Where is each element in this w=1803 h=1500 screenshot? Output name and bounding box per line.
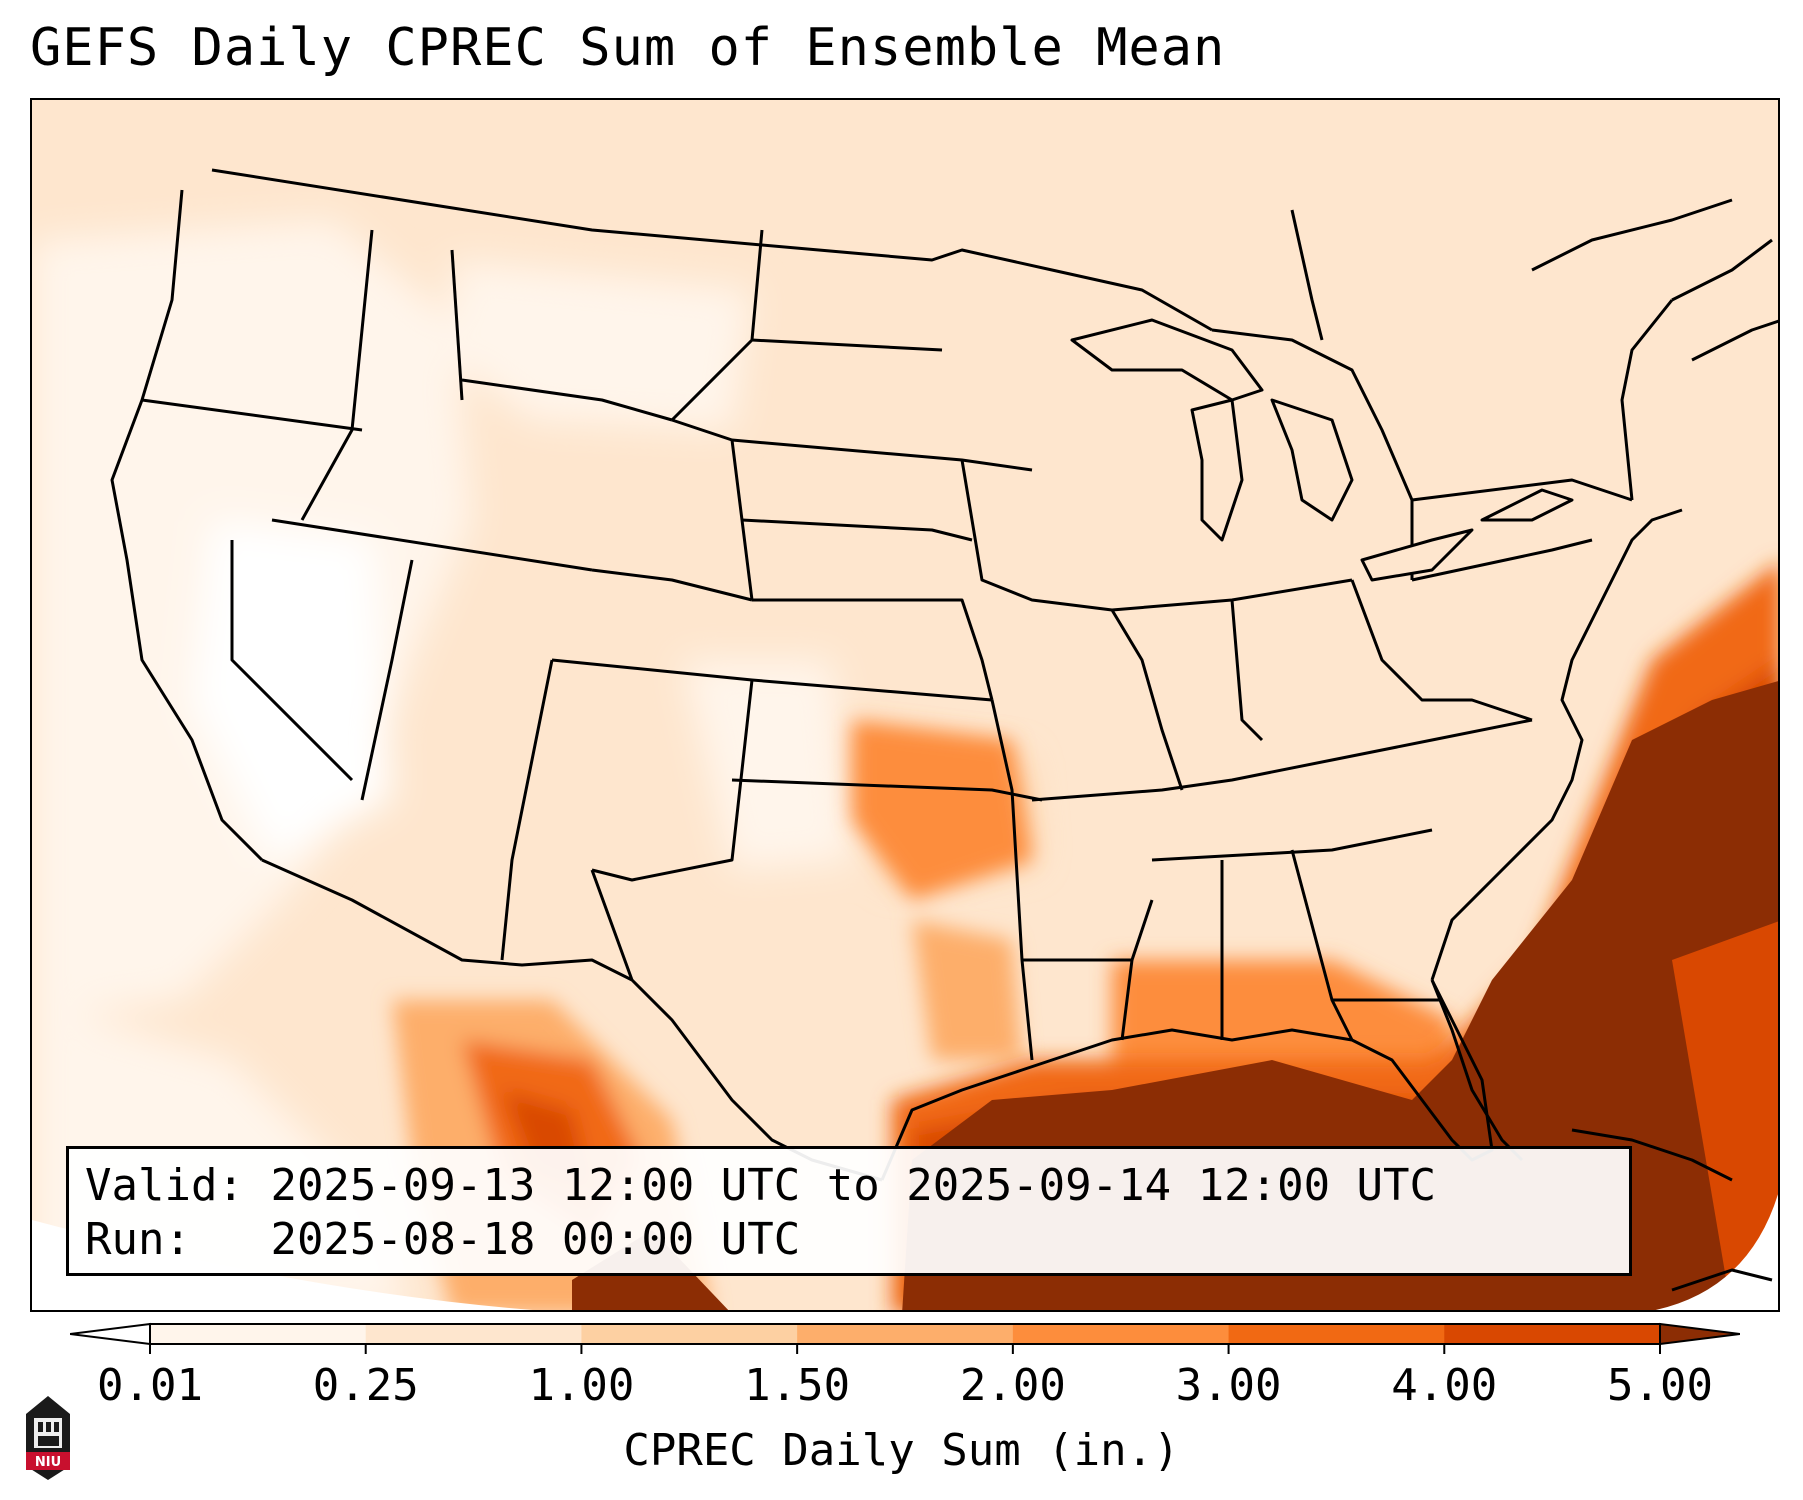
colorbar-tick-label-7: 5.00 bbox=[1607, 1360, 1713, 1411]
colorbar bbox=[70, 1322, 1740, 1354]
colorbar-tick-label-4: 2.00 bbox=[959, 1360, 1066, 1411]
colorbar-bin-5 bbox=[1228, 1324, 1445, 1344]
run-value: 2025-08-18 00:00 UTC bbox=[270, 1214, 801, 1265]
colorbar-bin-2 bbox=[581, 1324, 798, 1344]
projection-edge-left bbox=[32, 1220, 534, 1310]
colorbar-tick-label-3: 1.50 bbox=[744, 1360, 851, 1411]
colorbar-extend-high bbox=[1659, 1322, 1740, 1346]
niu-logo-icon: NIU bbox=[26, 1396, 70, 1480]
valid-run-info-box: Valid: 2025-09-13 12:00 UTC to 2025-09-1… bbox=[66, 1146, 1632, 1276]
colorbar-bin-1 bbox=[365, 1324, 582, 1344]
valid-row: Valid: 2025-09-13 12:00 UTC to 2025-09-1… bbox=[85, 1159, 1613, 1213]
niu-logo-text: NIU bbox=[35, 1455, 61, 1470]
precipitation-map[interactable] bbox=[30, 98, 1780, 1312]
colorbar-tick-label-0: 0.01 bbox=[97, 1360, 203, 1411]
valid-label: Valid: bbox=[85, 1160, 244, 1211]
run-row: Run: 2025-08-18 00:00 UTC bbox=[85, 1213, 1613, 1267]
colorbar-label: CPREC Daily Sum (in.) bbox=[623, 1425, 1180, 1476]
precip-field-east-edge bbox=[1672, 921, 1778, 1310]
colorbar-tick-label-5: 3.00 bbox=[1175, 1360, 1282, 1411]
colorbar-extend-low bbox=[70, 1322, 151, 1346]
state-boundaries bbox=[110, 168, 1778, 1292]
colorbar-tick-label-6: 4.00 bbox=[1391, 1360, 1498, 1411]
projection-edge-right bbox=[1655, 1194, 1778, 1310]
map-canvas bbox=[32, 100, 1778, 1310]
valid-value: 2025-09-13 12:00 UTC to 2025-09-14 12:00… bbox=[270, 1160, 1437, 1211]
colorbar-bin-0 bbox=[150, 1324, 367, 1344]
colorbar-tick-label-2: 1.00 bbox=[528, 1360, 635, 1411]
colorbar-bin-4 bbox=[1012, 1324, 1230, 1344]
run-label: Run: bbox=[85, 1214, 191, 1265]
niu-logo-band bbox=[26, 1452, 70, 1470]
colorbar-outline bbox=[149, 1323, 1661, 1345]
colorbar-bin-3 bbox=[797, 1324, 1014, 1344]
map-title: GEFS Daily CPREC Sum of Ensemble Mean bbox=[30, 18, 1226, 78]
colorbar-bin-6 bbox=[1444, 1324, 1661, 1344]
colorbar-tick-label-1: 0.25 bbox=[312, 1360, 419, 1411]
